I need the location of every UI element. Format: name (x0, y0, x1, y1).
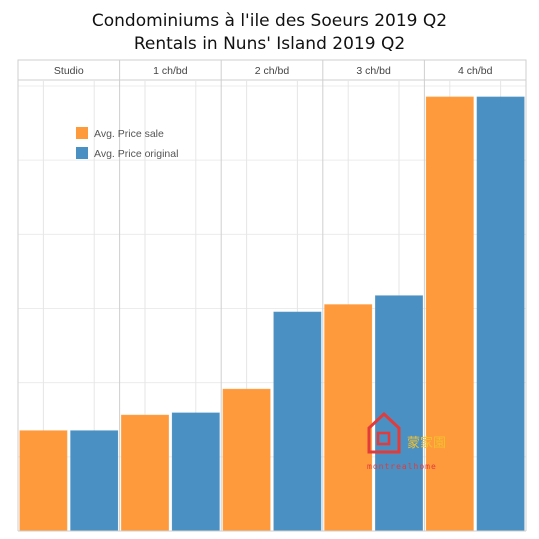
bar (70, 430, 119, 532)
facet-label: Studio (54, 65, 84, 77)
watermark-english-text: montrealhome (367, 462, 437, 471)
legend-label: Avg. Price original (94, 148, 178, 160)
chart-subtitle: Rentals in Nuns' Island 2019 Q2 (133, 34, 406, 54)
bar (425, 96, 474, 532)
bar (324, 304, 373, 532)
bar (273, 311, 322, 532)
facet-panel: 2 ch/bd (220, 60, 322, 532)
house-logo-icon (367, 411, 401, 454)
bar (171, 412, 220, 532)
facet-label: 2 ch/bd (255, 65, 290, 77)
legend-swatch (76, 127, 88, 139)
legend-label: Avg. Price sale (94, 128, 164, 140)
facet-label: 1 ch/bd (153, 65, 188, 77)
facet-panel: 4 ch/bd (423, 60, 525, 532)
legend: Avg. Price sale Avg. Price original (76, 127, 178, 160)
bar (222, 388, 271, 532)
facet-panel: 3 ch/bd (322, 60, 423, 532)
bar (476, 96, 525, 532)
chart-title: Condominiums à l'ile des Soeurs 2019 Q2 (91, 11, 448, 31)
legend-swatch (76, 147, 88, 159)
bar (121, 414, 169, 532)
facet-label: 3 ch/bd (356, 65, 391, 77)
montrealhome-watermark: 蒙家園 montrealhome (367, 411, 446, 471)
facet-label: 4 ch/bd (458, 65, 493, 77)
watermark-chinese-text: 蒙家園 (407, 435, 446, 451)
bar (19, 430, 68, 532)
facet-panel: Studio (17, 60, 119, 532)
